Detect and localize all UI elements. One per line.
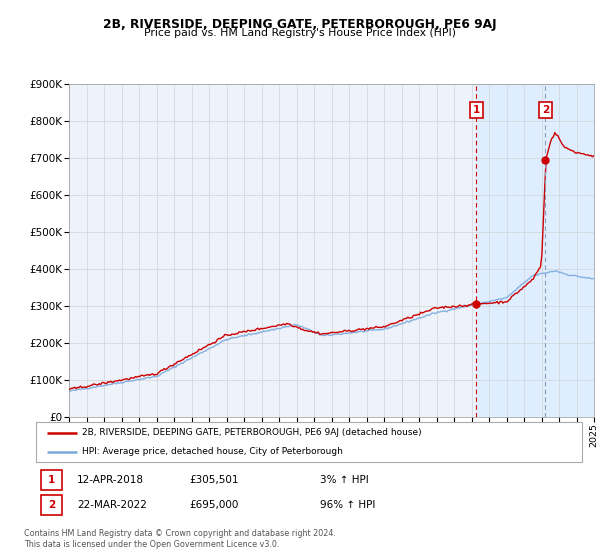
FancyBboxPatch shape — [36, 422, 582, 462]
Text: 96% ↑ HPI: 96% ↑ HPI — [320, 501, 375, 510]
Text: 1: 1 — [473, 105, 480, 115]
Text: 22-MAR-2022: 22-MAR-2022 — [77, 501, 147, 510]
Text: 12-APR-2018: 12-APR-2018 — [77, 475, 144, 485]
Text: 2: 2 — [542, 105, 549, 115]
FancyBboxPatch shape — [41, 470, 62, 491]
FancyBboxPatch shape — [41, 496, 62, 515]
Text: Price paid vs. HM Land Registry's House Price Index (HPI): Price paid vs. HM Land Registry's House … — [144, 28, 456, 38]
Text: 1: 1 — [47, 475, 55, 485]
Text: 2B, RIVERSIDE, DEEPING GATE, PETERBOROUGH, PE6 9AJ (detached house): 2B, RIVERSIDE, DEEPING GATE, PETERBOROUG… — [82, 428, 422, 437]
Text: 2: 2 — [47, 501, 55, 510]
Text: £695,000: £695,000 — [189, 501, 238, 510]
Text: HPI: Average price, detached house, City of Peterborough: HPI: Average price, detached house, City… — [82, 447, 343, 456]
Bar — [476, 84, 600, 417]
Text: 3% ↑ HPI: 3% ↑ HPI — [320, 475, 368, 485]
Text: Contains HM Land Registry data © Crown copyright and database right 2024.
This d: Contains HM Land Registry data © Crown c… — [24, 529, 336, 549]
Text: £305,501: £305,501 — [189, 475, 238, 485]
Text: 2B, RIVERSIDE, DEEPING GATE, PETERBOROUGH, PE6 9AJ: 2B, RIVERSIDE, DEEPING GATE, PETERBOROUG… — [103, 18, 497, 31]
